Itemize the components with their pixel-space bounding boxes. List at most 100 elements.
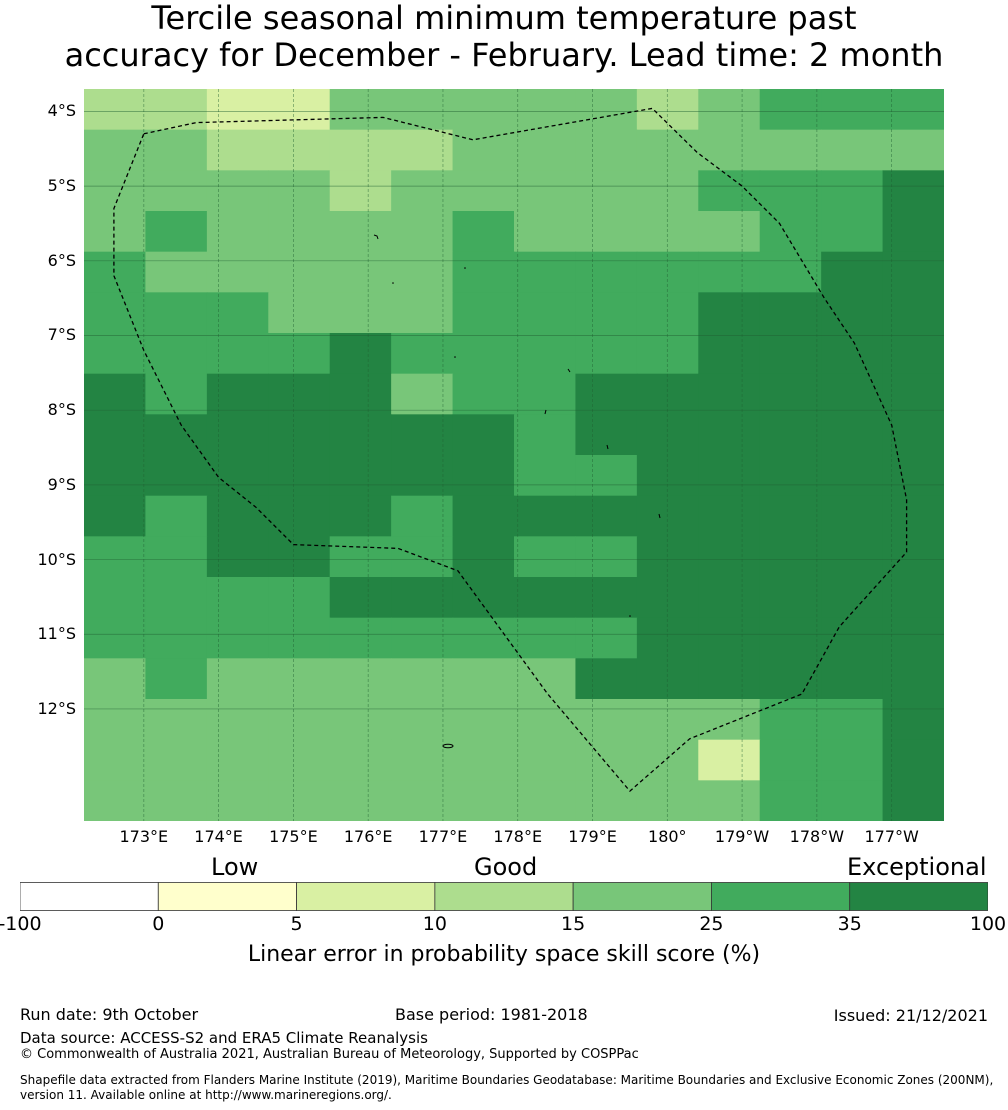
- colorbar-tick-label: 100: [969, 913, 1007, 935]
- grid-cell: [514, 170, 577, 212]
- grid-cell: [391, 617, 454, 659]
- grid-cell: [514, 699, 577, 741]
- grid-cell: [391, 536, 454, 578]
- grid-cell: [821, 333, 884, 375]
- colorbar-segment: [572, 882, 712, 911]
- grid-cell: [145, 536, 208, 578]
- grid-cell: [145, 211, 208, 253]
- grid-cell: [514, 414, 577, 456]
- grid-cell: [575, 699, 638, 741]
- grid-cell: [636, 373, 699, 415]
- grid-cell: [882, 129, 944, 171]
- grid-cell: [452, 495, 515, 537]
- grid-cell: [514, 577, 577, 619]
- colorbar-segment: [849, 882, 988, 911]
- grid-cell: [329, 170, 392, 212]
- grid-cell: [698, 699, 761, 741]
- grid-cell: [206, 617, 269, 659]
- grid-cell: [145, 658, 208, 700]
- grid-cell: [821, 536, 884, 578]
- grid-cell: [636, 699, 699, 741]
- grid-cell: [329, 373, 392, 415]
- category-label-exceptional: Exceptional: [847, 853, 987, 881]
- longitude-label: 180°: [648, 827, 687, 846]
- longitude-label: 176°E: [343, 827, 393, 846]
- grid-cell: [145, 414, 208, 456]
- grid-cell: [329, 129, 392, 171]
- grid-cell: [268, 333, 331, 375]
- grid-cell: [268, 251, 331, 293]
- grid-cell: [268, 617, 331, 659]
- grid-cell: [882, 495, 944, 537]
- grid-cell: [882, 699, 944, 741]
- grid-cell: [84, 333, 147, 375]
- grid-cell: [759, 170, 822, 212]
- grid-cell: [821, 251, 884, 293]
- grid-cell: [84, 617, 147, 659]
- grid-cell: [821, 699, 884, 741]
- island: [567, 368, 571, 373]
- grid-cell: [698, 455, 761, 497]
- category-label-good: Good: [474, 853, 538, 881]
- grid-cell: [882, 170, 944, 212]
- grid-cell: [698, 780, 761, 821]
- grid-cell: [636, 495, 699, 537]
- grid-cell: [821, 373, 884, 415]
- grid-cell: [452, 373, 515, 415]
- grid-cell: [145, 373, 208, 415]
- grid-cell: [882, 536, 944, 578]
- latitude-label: 12°S: [37, 698, 76, 718]
- longitude-label: 177°W: [864, 827, 919, 846]
- grid-cell: [268, 739, 331, 781]
- grid-cell: [759, 251, 822, 293]
- grid-cell: [145, 333, 208, 375]
- longitude-label: 174°E: [194, 827, 243, 846]
- grid-cell: [698, 577, 761, 619]
- grid-cell: [759, 373, 822, 415]
- grid-cell: [821, 617, 884, 659]
- grid-cell: [391, 739, 454, 781]
- grid-cell: [636, 292, 699, 334]
- grid-cell: [698, 414, 761, 456]
- colorbar-segment: [157, 882, 297, 911]
- grid-cell: [206, 89, 269, 131]
- grid-cell: [575, 658, 638, 700]
- colorbar-tick-label: 0: [152, 913, 165, 935]
- grid-cell: [821, 414, 884, 456]
- grid-cell: [514, 536, 577, 578]
- grid-cell: [514, 211, 577, 253]
- grid-cell: [206, 170, 269, 212]
- grid-cell: [698, 536, 761, 578]
- grid-cell: [84, 577, 147, 619]
- grid-cell: [391, 251, 454, 293]
- grid-cell: [882, 292, 944, 334]
- longitude-label: 175°E: [269, 827, 318, 846]
- grid-cell: [268, 780, 331, 821]
- grid-cell: [329, 658, 392, 700]
- colorbar: [20, 882, 988, 911]
- grid-cell: [698, 373, 761, 415]
- grid-cell: [759, 211, 822, 253]
- grid-cell: [452, 292, 515, 334]
- grid-cell: [636, 414, 699, 456]
- grid-cell: [391, 658, 454, 700]
- grid-cell: [145, 455, 208, 497]
- grid-cell: [698, 333, 761, 375]
- grid-cell: [636, 617, 699, 659]
- skill-grid: [84, 89, 944, 821]
- grid-cell: [636, 170, 699, 212]
- grid-cell: [759, 89, 822, 131]
- grid-cell: [698, 495, 761, 537]
- grid-cell: [821, 739, 884, 781]
- grid-cell: [84, 780, 147, 821]
- grid-cell: [84, 170, 147, 212]
- grid-cell: [391, 577, 454, 619]
- grid-cell: [391, 211, 454, 253]
- grid-cell: [698, 129, 761, 171]
- grid-cell: [268, 129, 331, 171]
- grid-cell: [206, 780, 269, 821]
- grid-cell: [514, 373, 577, 415]
- grid-cell: [698, 739, 761, 781]
- grid-cell: [698, 658, 761, 700]
- longitude-label: 178°E: [493, 827, 543, 846]
